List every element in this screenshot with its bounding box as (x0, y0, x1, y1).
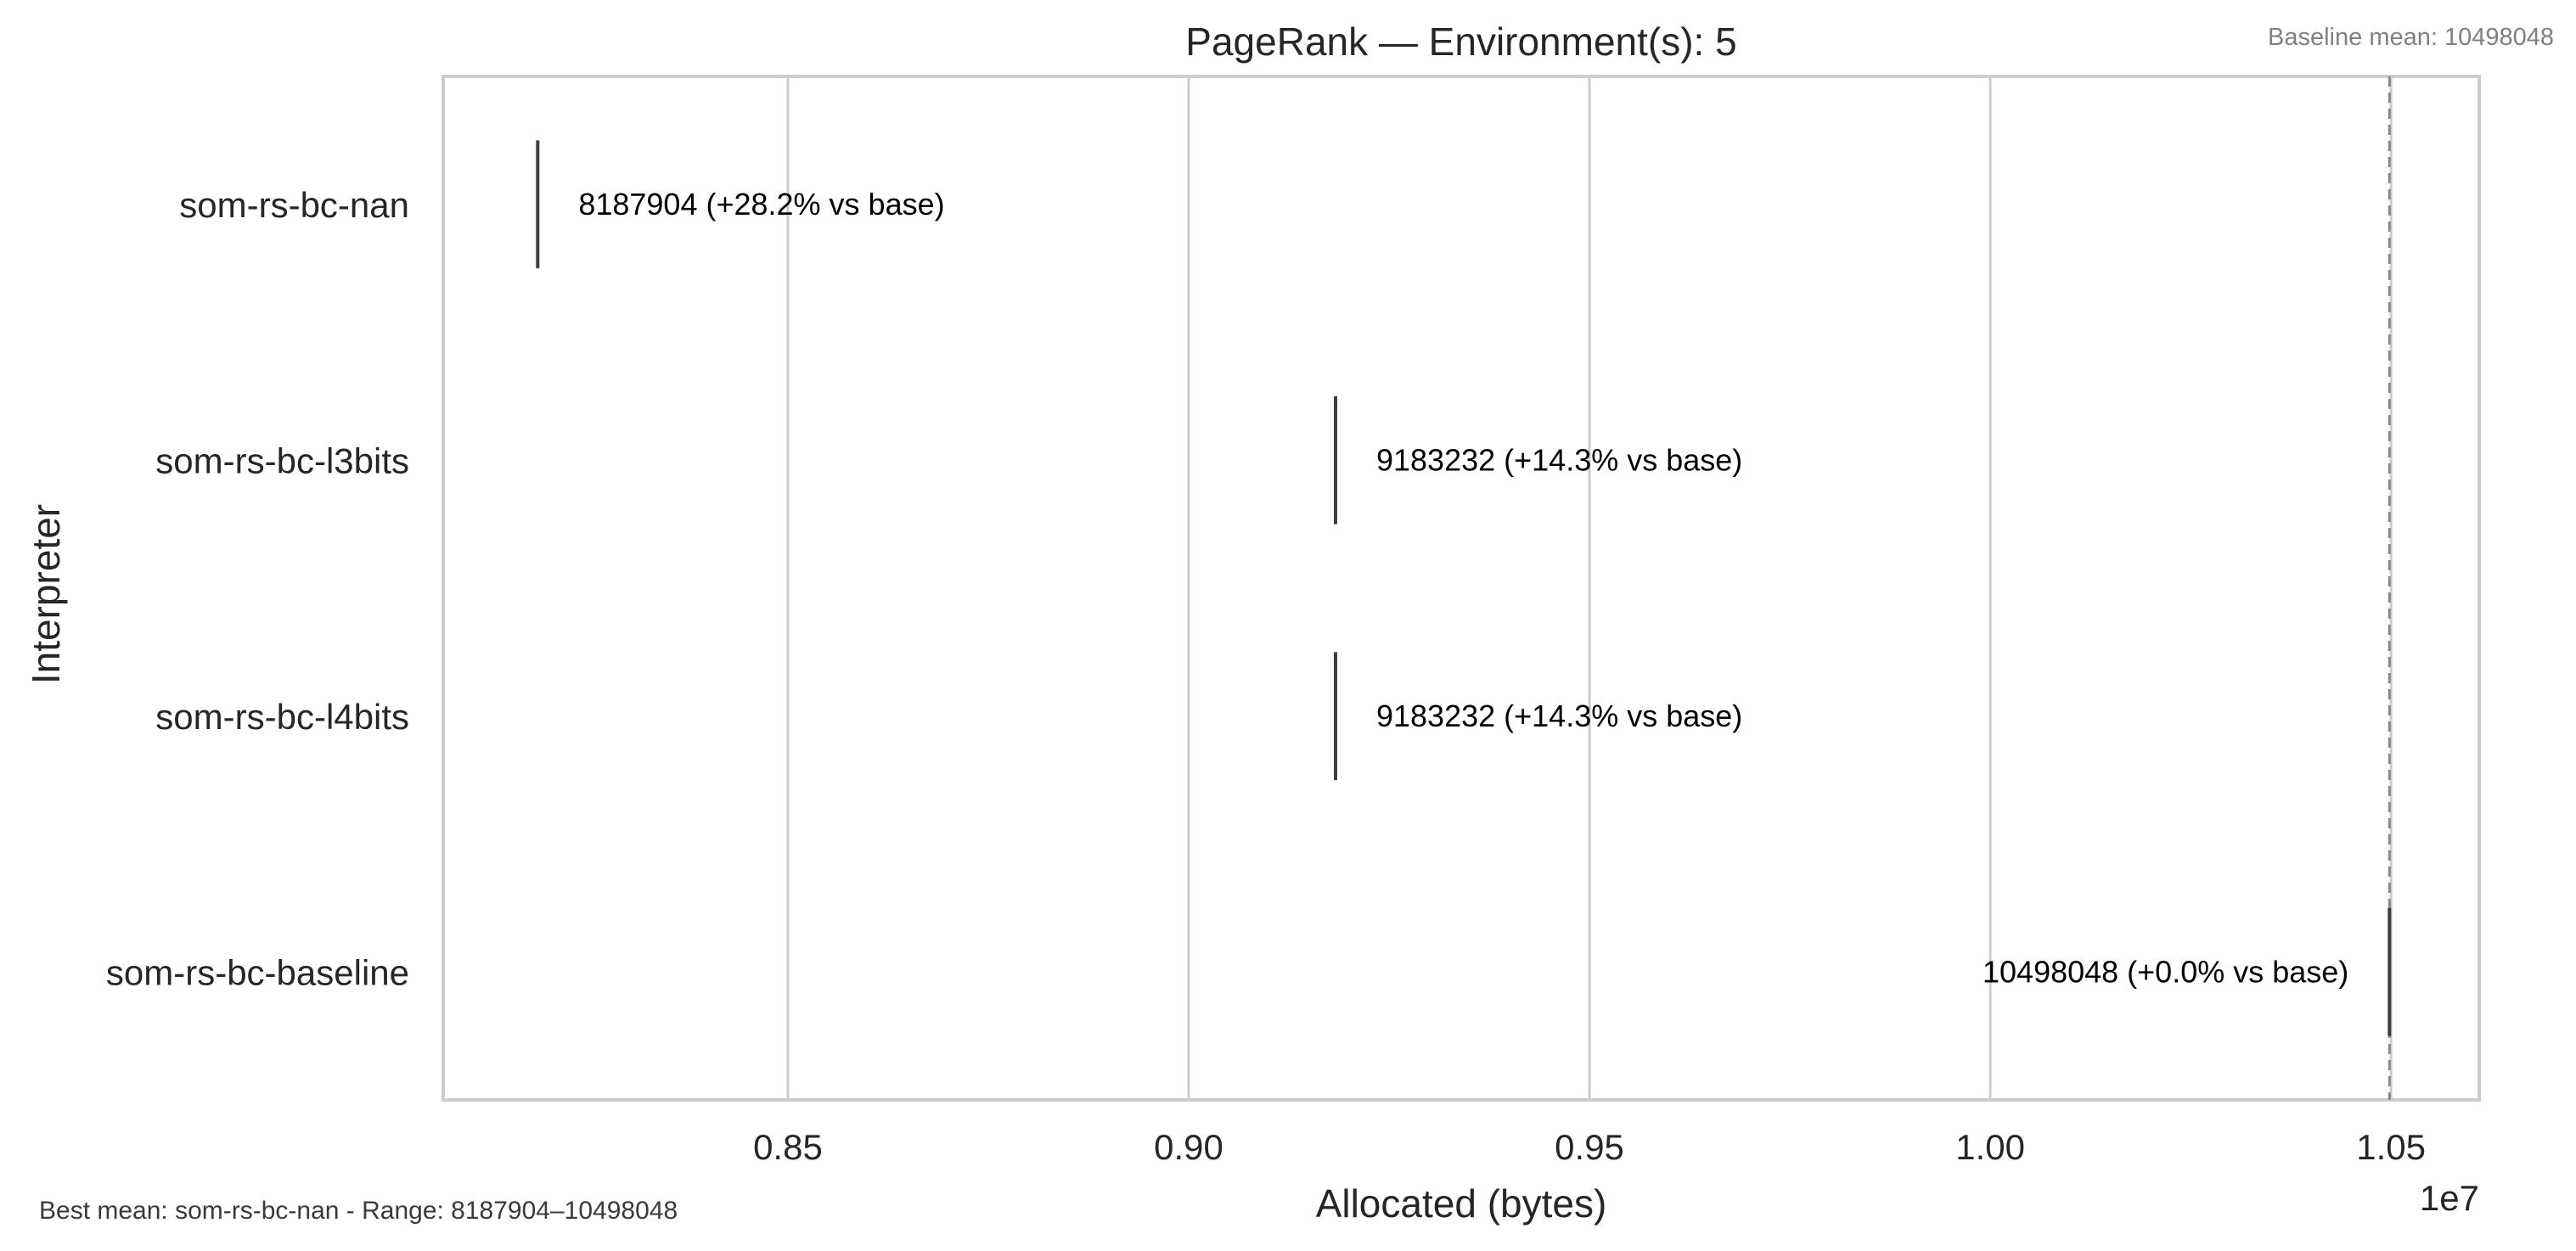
baseline-mean-note: Baseline mean: 10498048 (2268, 24, 2554, 51)
chart-title: PageRank — Environment(s): 5 (1185, 20, 1736, 64)
y-axis-label: Interpreter (24, 504, 68, 684)
data-label: 10498048 (+0.0% vs base) (1983, 954, 2348, 989)
grid-layer (786, 76, 2393, 1100)
marks-layer: 8187904 (+28.2% vs base) 9183232 (+14.3% … (536, 140, 2392, 1036)
x-tick-label: 0.90 (1154, 1127, 1223, 1167)
data-label: 8187904 (+28.2% vs base) (578, 187, 944, 222)
x-tick-label: 1.05 (2356, 1127, 2426, 1167)
x-tick-label: 0.85 (753, 1127, 823, 1167)
y-tick-label: som-rs-bc-nan (179, 185, 409, 225)
ytick-layer: som-rs-bc-nan som-rs-bc-l3bits som-rs-bc-l… (106, 185, 409, 993)
y-tick-label: som-rs-bc-l3bits (155, 440, 409, 480)
y-tick-label: som-rs-bc-l4bits (155, 697, 409, 737)
x-axis-offset-label: 1e7 (2420, 1178, 2479, 1218)
y-tick-label: som-rs-bc-baseline (106, 952, 409, 992)
plot-frame (442, 75, 2481, 1102)
x-tick-label: 1.00 (1955, 1127, 2025, 1167)
x-axis-label: Allocated (bytes) (1316, 1181, 1607, 1226)
x-tick-label: 0.95 (1555, 1127, 1624, 1167)
footer-note: Best mean: som-rs-bc-nan - Range: 818790… (39, 1197, 678, 1225)
data-label: 9183232 (+14.3% vs base) (1376, 698, 1742, 733)
xtick-layer: 0.85 0.90 0.95 1.00 1.05 (753, 1127, 2426, 1167)
data-label: 9183232 (+14.3% vs base) (1376, 442, 1742, 477)
